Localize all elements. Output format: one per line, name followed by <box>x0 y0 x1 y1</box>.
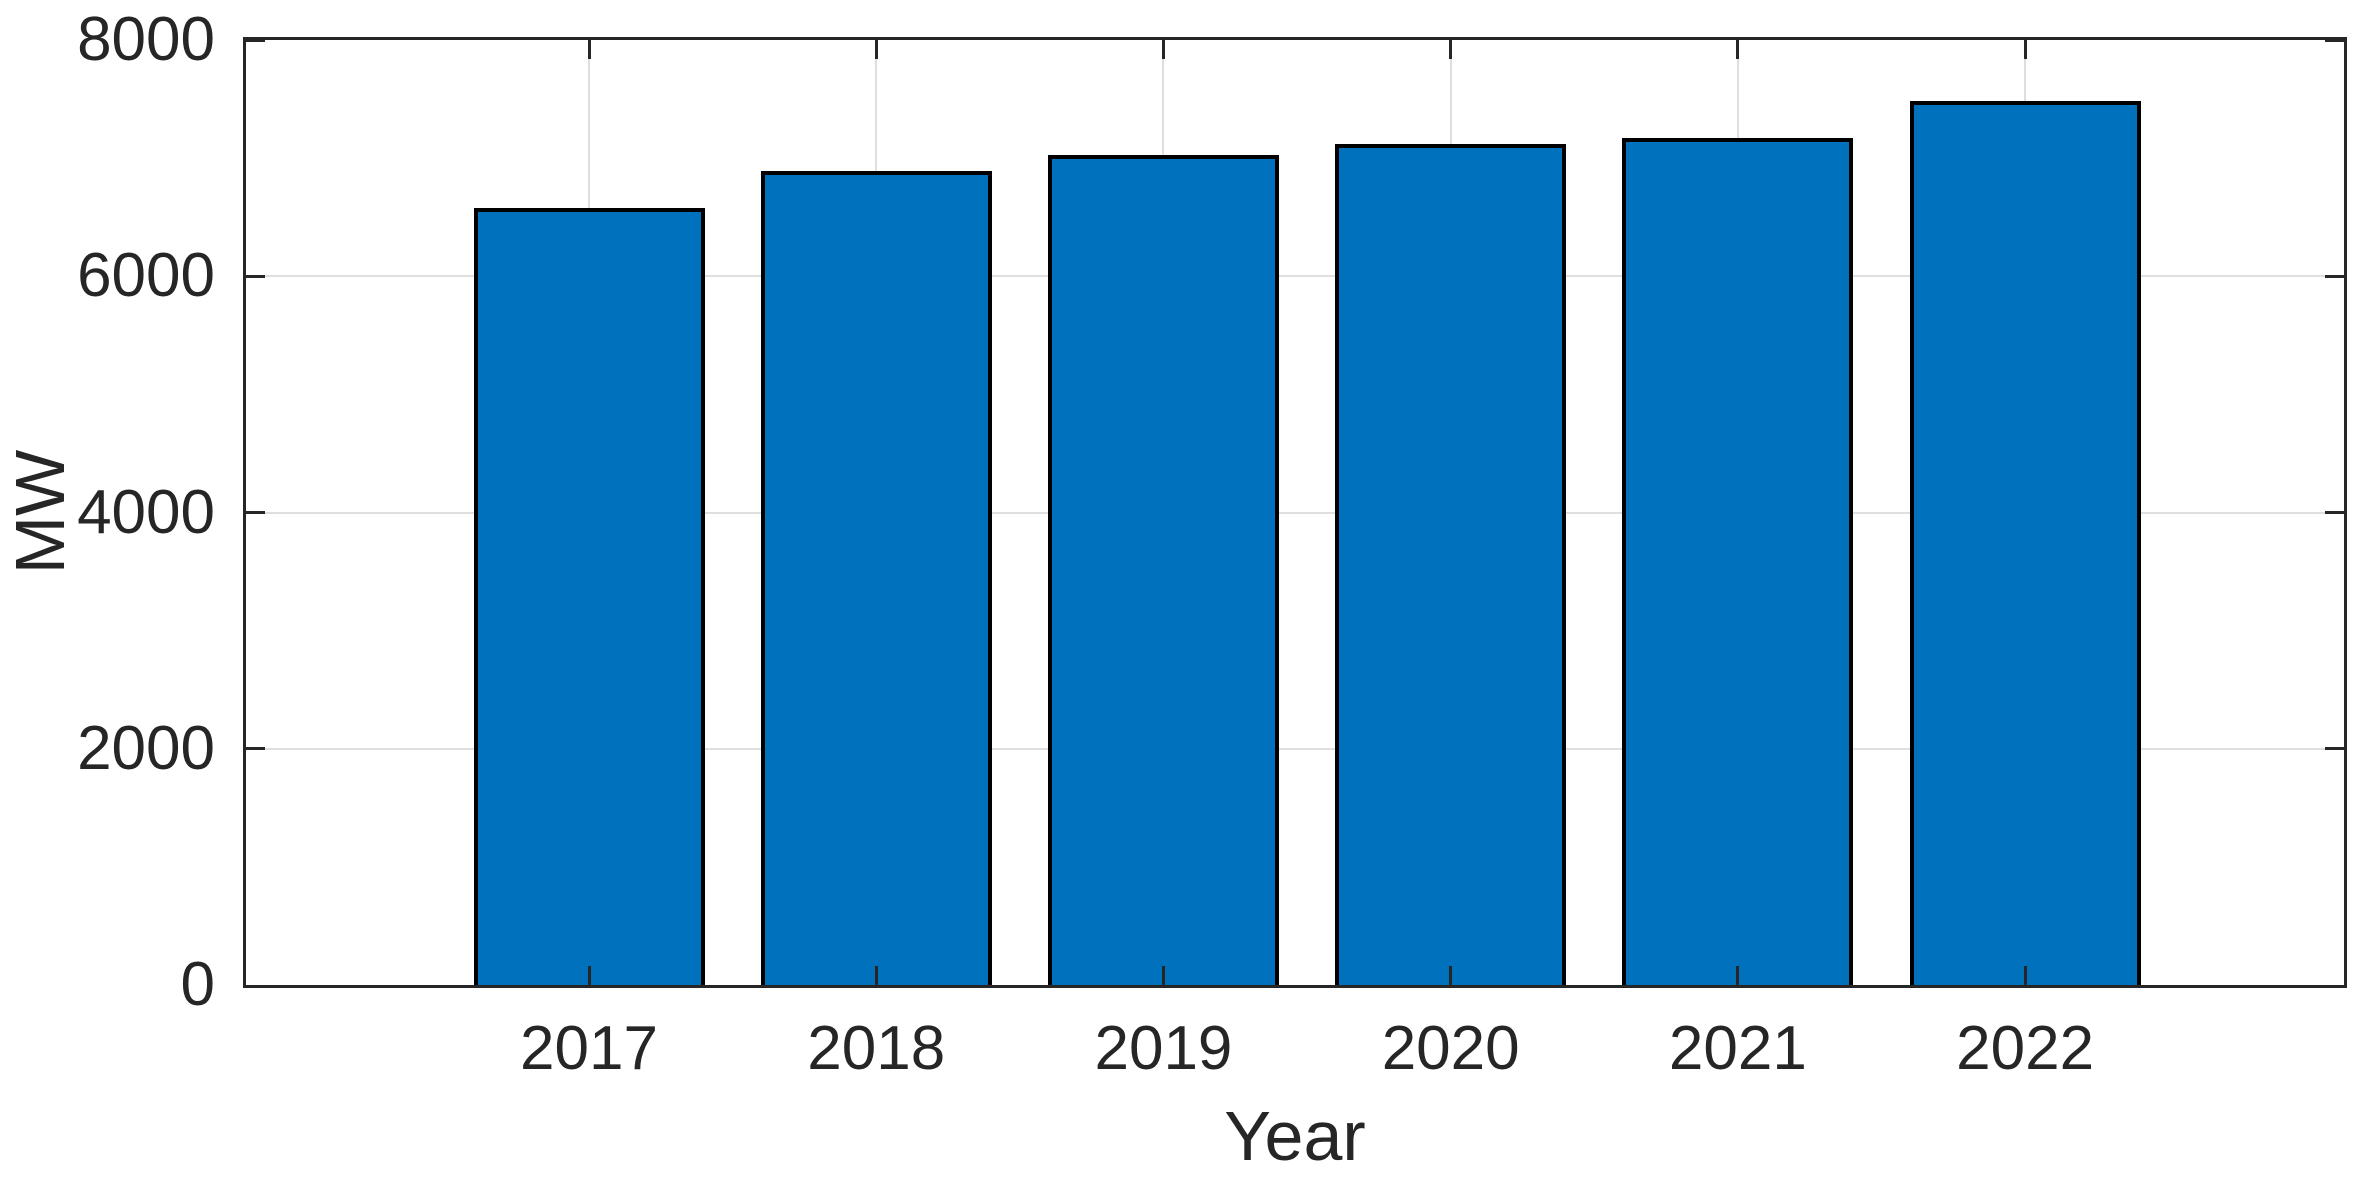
x-tick-top-2020 <box>1449 40 1453 59</box>
x-axis-label: Year <box>1224 1097 1366 1175</box>
x-tick-bottom-2018 <box>874 966 878 985</box>
x-tick-bottom-2019 <box>1161 966 1165 985</box>
bar-2021 <box>1622 138 1854 985</box>
x-tick-top-2018 <box>874 40 878 59</box>
x-tick-label-2018: 2018 <box>807 1014 946 1083</box>
x-tick-bottom-2021 <box>1736 966 1740 985</box>
y-tick-right-6000 <box>2325 274 2344 278</box>
x-tick-label-2021: 2021 <box>1668 1014 1807 1083</box>
h-gridline-4000 <box>246 511 2344 514</box>
bar-2019 <box>1047 154 1279 985</box>
x-tick-top-2021 <box>1736 40 1740 59</box>
x-tick-top-2017 <box>587 40 591 59</box>
x-tick-top-2022 <box>2023 40 2027 59</box>
bar-2018 <box>760 171 992 985</box>
x-tick-bottom-2017 <box>587 966 591 985</box>
bar-2017 <box>473 207 705 985</box>
bar-2020 <box>1335 143 1567 985</box>
x-tick-label-2022: 2022 <box>1956 1014 2095 1083</box>
h-gridline-2000 <box>246 747 2344 750</box>
y-tick-right-2000 <box>2325 747 2344 751</box>
x-tick-label-2017: 2017 <box>520 1014 658 1083</box>
bar-2022 <box>1909 101 2141 985</box>
y-tick-left-4000 <box>246 511 265 514</box>
x-tick-bottom-2020 <box>1449 966 1453 985</box>
y-tick-left-8000 <box>246 38 265 42</box>
y-tick-left-6000 <box>246 274 265 278</box>
y-tick-right-8000 <box>2325 38 2344 42</box>
y-tick-label-6000: 6000 <box>77 241 215 311</box>
x-tick-label-2019: 2019 <box>1094 1014 1233 1083</box>
x-tick-top-2019 <box>1161 40 1165 59</box>
plot-area <box>243 37 2347 988</box>
y-tick-left-2000 <box>246 747 265 751</box>
h-gridline-6000 <box>246 275 2344 278</box>
x-tick-bottom-2022 <box>2023 966 2027 985</box>
y-tick-label-2000: 2000 <box>77 713 215 783</box>
x-tick-label-2020: 2020 <box>1381 1014 1520 1083</box>
y-tick-label-4000: 4000 <box>77 477 215 547</box>
y-tick-label-0: 0 <box>180 950 215 1019</box>
y-tick-label-8000: 8000 <box>77 5 215 74</box>
y-tick-right-4000 <box>2325 511 2344 514</box>
